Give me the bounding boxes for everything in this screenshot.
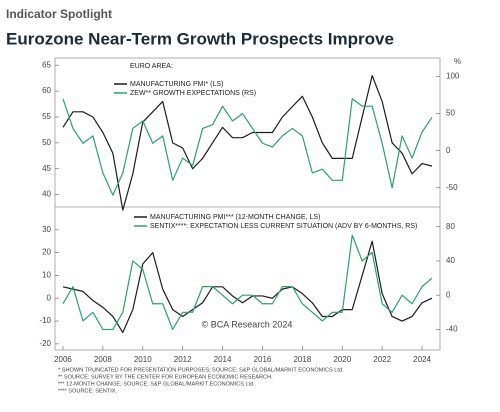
x-tick-label: 2012 <box>174 355 192 364</box>
legend-label: ZEW** GROWTH EXPECTATIONS (RS) <box>130 90 256 97</box>
y-tick-label: -10 <box>39 316 51 325</box>
x-tick-label: 2010 <box>134 355 152 364</box>
y2-tick-label: 80 <box>446 222 455 231</box>
y-tick-label: 45 <box>42 164 51 173</box>
x-tick-label: 2008 <box>94 355 112 364</box>
title: Eurozone Near-Term Growth Prospects Impr… <box>6 29 394 48</box>
y2-tick-label: 40 <box>446 256 455 265</box>
series-line <box>62 240 433 334</box>
annotation: © BCA Research 2024 <box>202 319 293 329</box>
y2-tick-label: 50 <box>446 109 455 118</box>
y-tick-label: -20 <box>39 339 51 348</box>
x-tick-label: 2020 <box>333 355 351 364</box>
footnote: ** SOURCE: SURVEY BY THE CENTER FOR EURO… <box>58 374 273 380</box>
y-tick-label: 50 <box>42 138 51 147</box>
annotation: EURO AREA: <box>130 63 173 70</box>
y2-tick-label: 0 <box>446 146 451 155</box>
legend-label: MANUFACTURING PMI*** (12-MONTH CHANGE, L… <box>150 214 320 221</box>
y2-axis-label: % <box>454 57 461 66</box>
x-tick-label: 2024 <box>413 355 431 364</box>
series-line <box>62 74 433 211</box>
series-line <box>62 234 433 331</box>
x-tick-label: 2014 <box>214 355 232 364</box>
kicker: Indicator Spotlight <box>6 7 112 21</box>
chart-frame <box>54 57 441 351</box>
y-tick-label: 65 <box>42 60 51 69</box>
y2-tick-label: 0 <box>446 290 451 299</box>
footnote: *** 12-MONTH CHANGE; SOURCE: S&P GLOBAL/… <box>58 381 255 387</box>
y-tick-label: 30 <box>42 225 51 234</box>
y2-tick-label: 100 <box>446 72 460 81</box>
y2-tick-label: -50 <box>446 183 458 192</box>
y-tick-label: 20 <box>42 248 51 257</box>
legend-label: MANUFACTURING PMI* (LS) <box>130 81 223 88</box>
legend-label: SENTIX****: EXPECTATION LESS CURRENT SIT… <box>150 223 417 230</box>
y-tick-label: 40 <box>42 190 51 199</box>
y2-tick-label: -40 <box>446 325 458 334</box>
series-line <box>62 98 433 196</box>
x-tick-label: 2006 <box>54 355 72 364</box>
y-tick-label: 55 <box>42 112 51 121</box>
x-tick-label: 2016 <box>254 355 272 364</box>
y-tick-label: 60 <box>42 86 51 95</box>
x-tick-label: 2022 <box>373 355 391 364</box>
x-tick-label: 2018 <box>293 355 311 364</box>
footnote: **** SOURCE: SENTIX. <box>58 388 118 394</box>
y-tick-label: 0 <box>47 293 52 302</box>
footnote: * SHOWN TRUNCATED FOR PRESENTATION PURPO… <box>58 367 344 373</box>
y-tick-label: 10 <box>42 271 51 280</box>
